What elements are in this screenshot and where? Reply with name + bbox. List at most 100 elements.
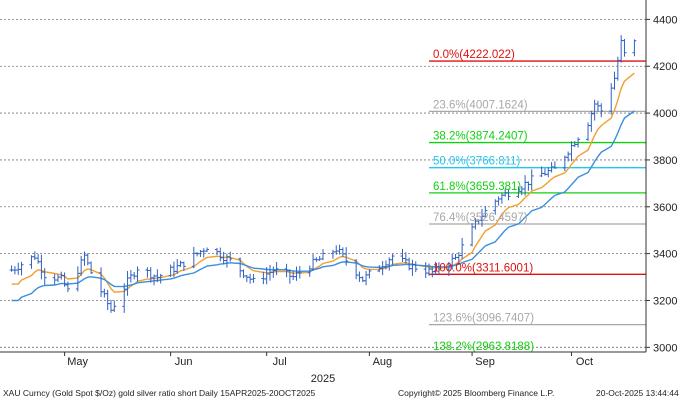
- footer-copyright: Copyright© 2025 Bloomberg Finance L.P.: [398, 388, 555, 398]
- price-bar: [261, 271, 266, 285]
- grid-lines: [0, 18, 646, 348]
- price-bar: [122, 283, 127, 313]
- y-tick-label: 4200: [653, 61, 677, 73]
- x-month-label: Oct: [576, 356, 593, 368]
- price-bar: [622, 38, 627, 57]
- price-bar: [632, 39, 637, 57]
- price-bar: [145, 267, 150, 278]
- price-bar: [85, 253, 90, 266]
- price-bar: [224, 253, 229, 268]
- price-bar: [105, 289, 110, 311]
- price-bar: [367, 269, 372, 279]
- price-bar: [89, 261, 94, 275]
- price-bar: [29, 255, 34, 269]
- y-tick-label: 4400: [653, 14, 677, 26]
- price-bar: [546, 167, 551, 178]
- axes: 3000 3200 3400 3600 3800 4000 4200 4400 May Jun Ju…: [0, 0, 677, 385]
- price-bar: [52, 274, 57, 285]
- price-bar: [99, 267, 104, 297]
- moving-average-fast: [11, 72, 635, 293]
- price-bar: [135, 266, 140, 282]
- price-bar: [529, 169, 534, 191]
- price-bar: [344, 247, 349, 266]
- footer-security-info: XAU Curncy (Gold Spot $/Oz) gold silver …: [3, 388, 316, 398]
- price-bars: [9, 35, 637, 313]
- x-month-label: Sep: [475, 356, 495, 368]
- price-bar: [340, 247, 345, 258]
- price-bar: [251, 274, 256, 283]
- fib-level-label: 100.0%(3311.6001): [433, 262, 533, 274]
- x-month-label: Jun: [175, 356, 193, 368]
- price-bar: [108, 299, 113, 313]
- price-bar: [39, 254, 44, 280]
- fib-level-label: 138.2%(2963.8188): [433, 341, 534, 353]
- price-bar: [75, 266, 80, 292]
- fib-level-label: 61.8%(3659.381): [433, 181, 521, 193]
- price-bar: [195, 252, 200, 257]
- fib-level-label: 76.4%(3526.4597): [433, 212, 528, 224]
- price-bar: [65, 281, 70, 293]
- y-tick-label: 3400: [653, 249, 677, 261]
- price-bar: [181, 261, 186, 271]
- moving-average-slow: [11, 110, 635, 302]
- price-bar: [496, 196, 501, 206]
- price-bar: [592, 99, 597, 121]
- price-bar: [506, 188, 511, 201]
- y-tick-label: 4000: [653, 108, 677, 120]
- fib-level-label: 123.6%(3096.7407): [433, 313, 534, 325]
- fib-level-label: 0.0%(4222.022): [433, 49, 515, 61]
- price-bar: [453, 253, 458, 260]
- price-bar: [102, 288, 107, 298]
- price-bar: [321, 249, 325, 261]
- price-bar: [42, 268, 47, 285]
- price-bar: [125, 270, 130, 296]
- y-tick-label: 3600: [653, 202, 677, 214]
- price-bar: [483, 206, 488, 218]
- y-tick-label: 3800: [653, 155, 677, 167]
- price-bar: [244, 274, 249, 283]
- price-bar: [612, 71, 617, 90]
- price-bar: [178, 260, 183, 267]
- price-bar: [364, 270, 369, 286]
- price-bar: [32, 251, 37, 261]
- price-bar: [205, 247, 210, 253]
- price-bar: [241, 269, 246, 279]
- price-bar: [357, 271, 362, 282]
- price-bar: [9, 265, 14, 272]
- fibonacci-labels: 0.0%(4222.022) 23.6%(4007.1624) 38.2%(3874…: [433, 49, 534, 353]
- price-bar: [55, 274, 60, 283]
- price-bar: [274, 261, 279, 276]
- fibonacci-lines: [429, 60, 646, 326]
- x-month-label: Jul: [273, 356, 287, 368]
- price-bar: [619, 35, 624, 63]
- price-bar: [562, 155, 567, 171]
- x-month-label: Aug: [373, 356, 393, 368]
- fib-level-label: 38.2%(3874.2407): [433, 131, 528, 143]
- fib-level-label: 23.6%(4007.1624): [433, 99, 528, 111]
- price-bar: [400, 248, 405, 262]
- chart-footer: XAU Curncy (Gold Spot $/Oz) gold silver …: [3, 388, 697, 402]
- x-month-label: May: [67, 356, 88, 368]
- price-bar: [569, 141, 574, 162]
- price-bar: [19, 261, 24, 276]
- price-bar: [317, 255, 322, 261]
- price-bar: [158, 273, 163, 284]
- price-bar: [201, 248, 206, 258]
- x-year-label: 2025: [311, 373, 335, 385]
- price-bar: [410, 259, 415, 276]
- price-bar: [552, 161, 557, 169]
- price-bar: [16, 262, 21, 275]
- price-bar: [297, 265, 302, 279]
- price-bar: [436, 262, 441, 275]
- price-bar: [576, 137, 581, 148]
- price-bar: [499, 192, 504, 204]
- footer-timestamp: 20-Oct-2025 13:44:44: [596, 388, 679, 398]
- price-bar: [218, 247, 223, 262]
- y-tick-label: 3000: [653, 342, 677, 354]
- price-bar: [599, 103, 604, 118]
- fib-level-label: 50.0%(3766.811): [433, 156, 521, 168]
- price-bar: [148, 267, 153, 283]
- price-bar: [36, 253, 41, 264]
- price-bar: [526, 181, 531, 191]
